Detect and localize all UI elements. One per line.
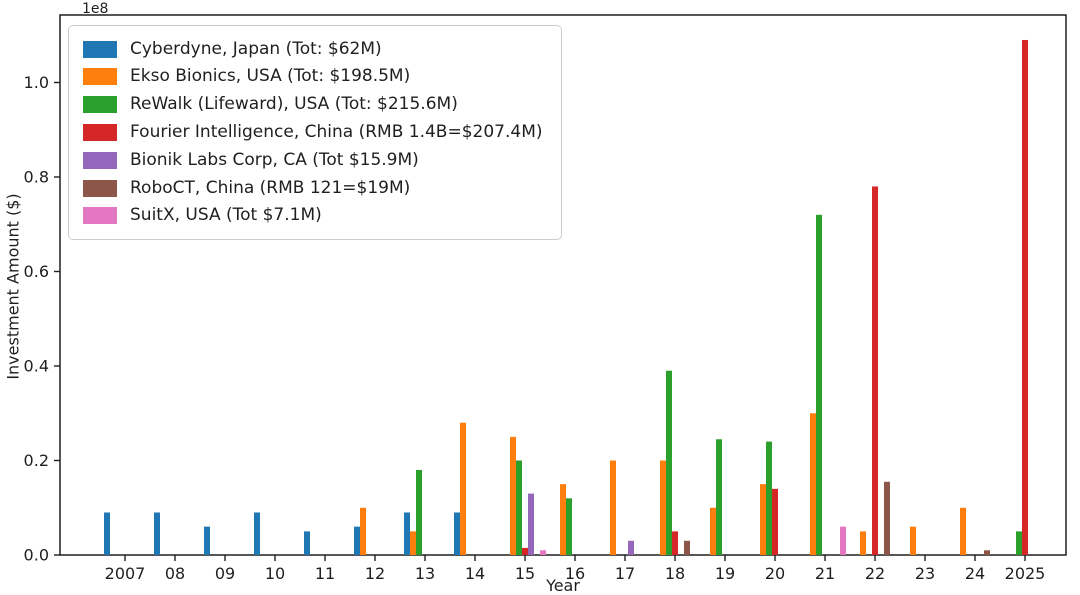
x-tick-label: 12 xyxy=(365,564,385,583)
bar-ekso-20 xyxy=(760,484,766,555)
bar-ekso-17 xyxy=(610,460,616,555)
bar-cyberdyne-2007 xyxy=(104,512,110,555)
legend-swatch-bionik xyxy=(83,151,117,169)
x-tick-label: 19 xyxy=(715,564,735,583)
y-tick-label: 0.2 xyxy=(24,451,49,470)
bar-rewalk-16 xyxy=(566,498,572,555)
legend-item-ekso: Ekso Bionics, USA (Tot: $198.5M) xyxy=(83,65,543,89)
x-tick-label: 09 xyxy=(215,564,235,583)
legend-label-cyberdyne: Cyberdyne, Japan (Tot: $62M) xyxy=(130,38,382,59)
bar-ekso-23 xyxy=(910,526,916,555)
bar-suitx-15 xyxy=(540,550,546,555)
bar-ekso-18 xyxy=(660,460,666,555)
x-tick-label: 10 xyxy=(265,564,285,583)
legend-item-bionik: Bionik Labs Corp, CA (Tot $15.9M) xyxy=(83,148,543,172)
x-tick-label: 23 xyxy=(915,564,935,583)
bar-roboct-22 xyxy=(884,481,890,555)
legend-swatch-ekso xyxy=(83,68,117,86)
y-axis-offset-label: 1e8 xyxy=(82,1,109,17)
y-tick-label: 0.6 xyxy=(24,262,49,281)
legend-item-cyberdyne: Cyberdyne, Japan (Tot: $62M) xyxy=(83,37,543,61)
y-tick-label: 1.0 xyxy=(24,73,49,92)
bar-roboct-18 xyxy=(684,540,690,555)
bar-ekso-19 xyxy=(710,507,716,555)
x-tick-label: 22 xyxy=(865,564,885,583)
bar-ekso-12 xyxy=(360,507,366,555)
legend-swatch-suitx xyxy=(83,207,117,225)
x-tick-label: 08 xyxy=(165,564,185,583)
bar-cyberdyne-09 xyxy=(204,526,210,555)
legend-label-fourier: Fourier Intelligence, China (RMB 1.4B=$2… xyxy=(130,121,543,142)
legend-label-rewalk: ReWalk (Lifeward), USA (Tot: $215.6M) xyxy=(130,94,458,115)
x-tick-label: 20 xyxy=(765,564,785,583)
x-tick-label: 17 xyxy=(615,564,635,583)
y-tick-label: 0.4 xyxy=(24,357,49,376)
bar-rewalk-18 xyxy=(666,370,672,555)
bar-rewalk-2025 xyxy=(1016,531,1022,555)
bar-cyberdyne-12 xyxy=(354,526,360,555)
legend: Cyberdyne, Japan (Tot: $62M) Ekso Bionics… xyxy=(68,25,562,240)
legend-label-ekso: Ekso Bionics, USA (Tot: $198.5M) xyxy=(130,66,411,87)
bar-cyberdyne-14 xyxy=(454,512,460,555)
legend-swatch-cyberdyne xyxy=(83,40,117,58)
legend-item-roboct: RoboCT, China (RMB 121=$19M) xyxy=(83,176,543,200)
bar-fourier-20 xyxy=(772,488,778,555)
bar-bionik-15 xyxy=(528,493,534,555)
y-tick-label: 0.0 xyxy=(24,546,49,565)
legend-item-fourier: Fourier Intelligence, China (RMB 1.4B=$2… xyxy=(83,120,543,144)
bar-rewalk-13 xyxy=(416,469,422,555)
bar-rewalk-20 xyxy=(766,441,772,555)
x-tick-label: 18 xyxy=(665,564,685,583)
x-tick-label: 24 xyxy=(965,564,985,583)
bar-rewalk-19 xyxy=(716,439,722,555)
legend-swatch-rewalk xyxy=(83,96,117,114)
bar-cyberdyne-11 xyxy=(304,531,310,555)
bar-suitx-21 xyxy=(840,526,846,555)
x-tick-label: 14 xyxy=(465,564,485,583)
bar-rewalk-21 xyxy=(816,214,822,556)
bar-fourier-22 xyxy=(872,186,878,555)
legend-swatch-fourier xyxy=(83,123,117,141)
bar-ekso-14 xyxy=(460,422,466,555)
bar-ekso-15 xyxy=(510,436,516,555)
bar-fourier-2025 xyxy=(1022,39,1028,556)
bar-bionik-17 xyxy=(628,540,634,555)
legend-item-suitx: SuitX, USA (Tot $7.1M) xyxy=(83,204,543,228)
x-tick-label: 11 xyxy=(315,564,335,583)
bar-fourier-18 xyxy=(672,531,678,555)
x-tick-label: 13 xyxy=(415,564,435,583)
y-axis-title: Investment Amount ($) xyxy=(3,193,23,380)
x-tick-label: 2007 xyxy=(105,564,146,583)
bar-ekso-22 xyxy=(860,531,866,555)
legend-item-rewalk: ReWalk (Lifeward), USA (Tot: $215.6M) xyxy=(83,93,543,117)
bar-ekso-21 xyxy=(810,413,816,555)
x-axis-title: Year xyxy=(546,576,580,595)
x-tick-label: 2025 xyxy=(1005,564,1046,583)
bar-ekso-24 xyxy=(960,507,966,555)
bar-fourier-15 xyxy=(522,547,528,555)
bar-cyberdyne-10 xyxy=(254,512,260,555)
bar-cyberdyne-13 xyxy=(404,512,410,555)
bar-cyberdyne-08 xyxy=(154,512,160,555)
x-tick-label: 21 xyxy=(815,564,835,583)
x-tick-label: 16 xyxy=(565,564,585,583)
legend-label-roboct: RoboCT, China (RMB 121=$19M) xyxy=(130,177,411,198)
bar-roboct-24 xyxy=(984,550,990,555)
legend-label-suitx: SuitX, USA (Tot $7.1M) xyxy=(130,205,322,226)
bar-ekso-16 xyxy=(560,484,566,555)
legend-swatch-roboct xyxy=(83,179,117,197)
x-tick-label: 15 xyxy=(515,564,535,583)
legend-label-bionik: Bionik Labs Corp, CA (Tot $15.9M) xyxy=(130,149,419,170)
bar-ekso-13 xyxy=(410,531,416,555)
bar-rewalk-15 xyxy=(516,460,522,555)
y-tick-label: 0.8 xyxy=(24,168,49,187)
